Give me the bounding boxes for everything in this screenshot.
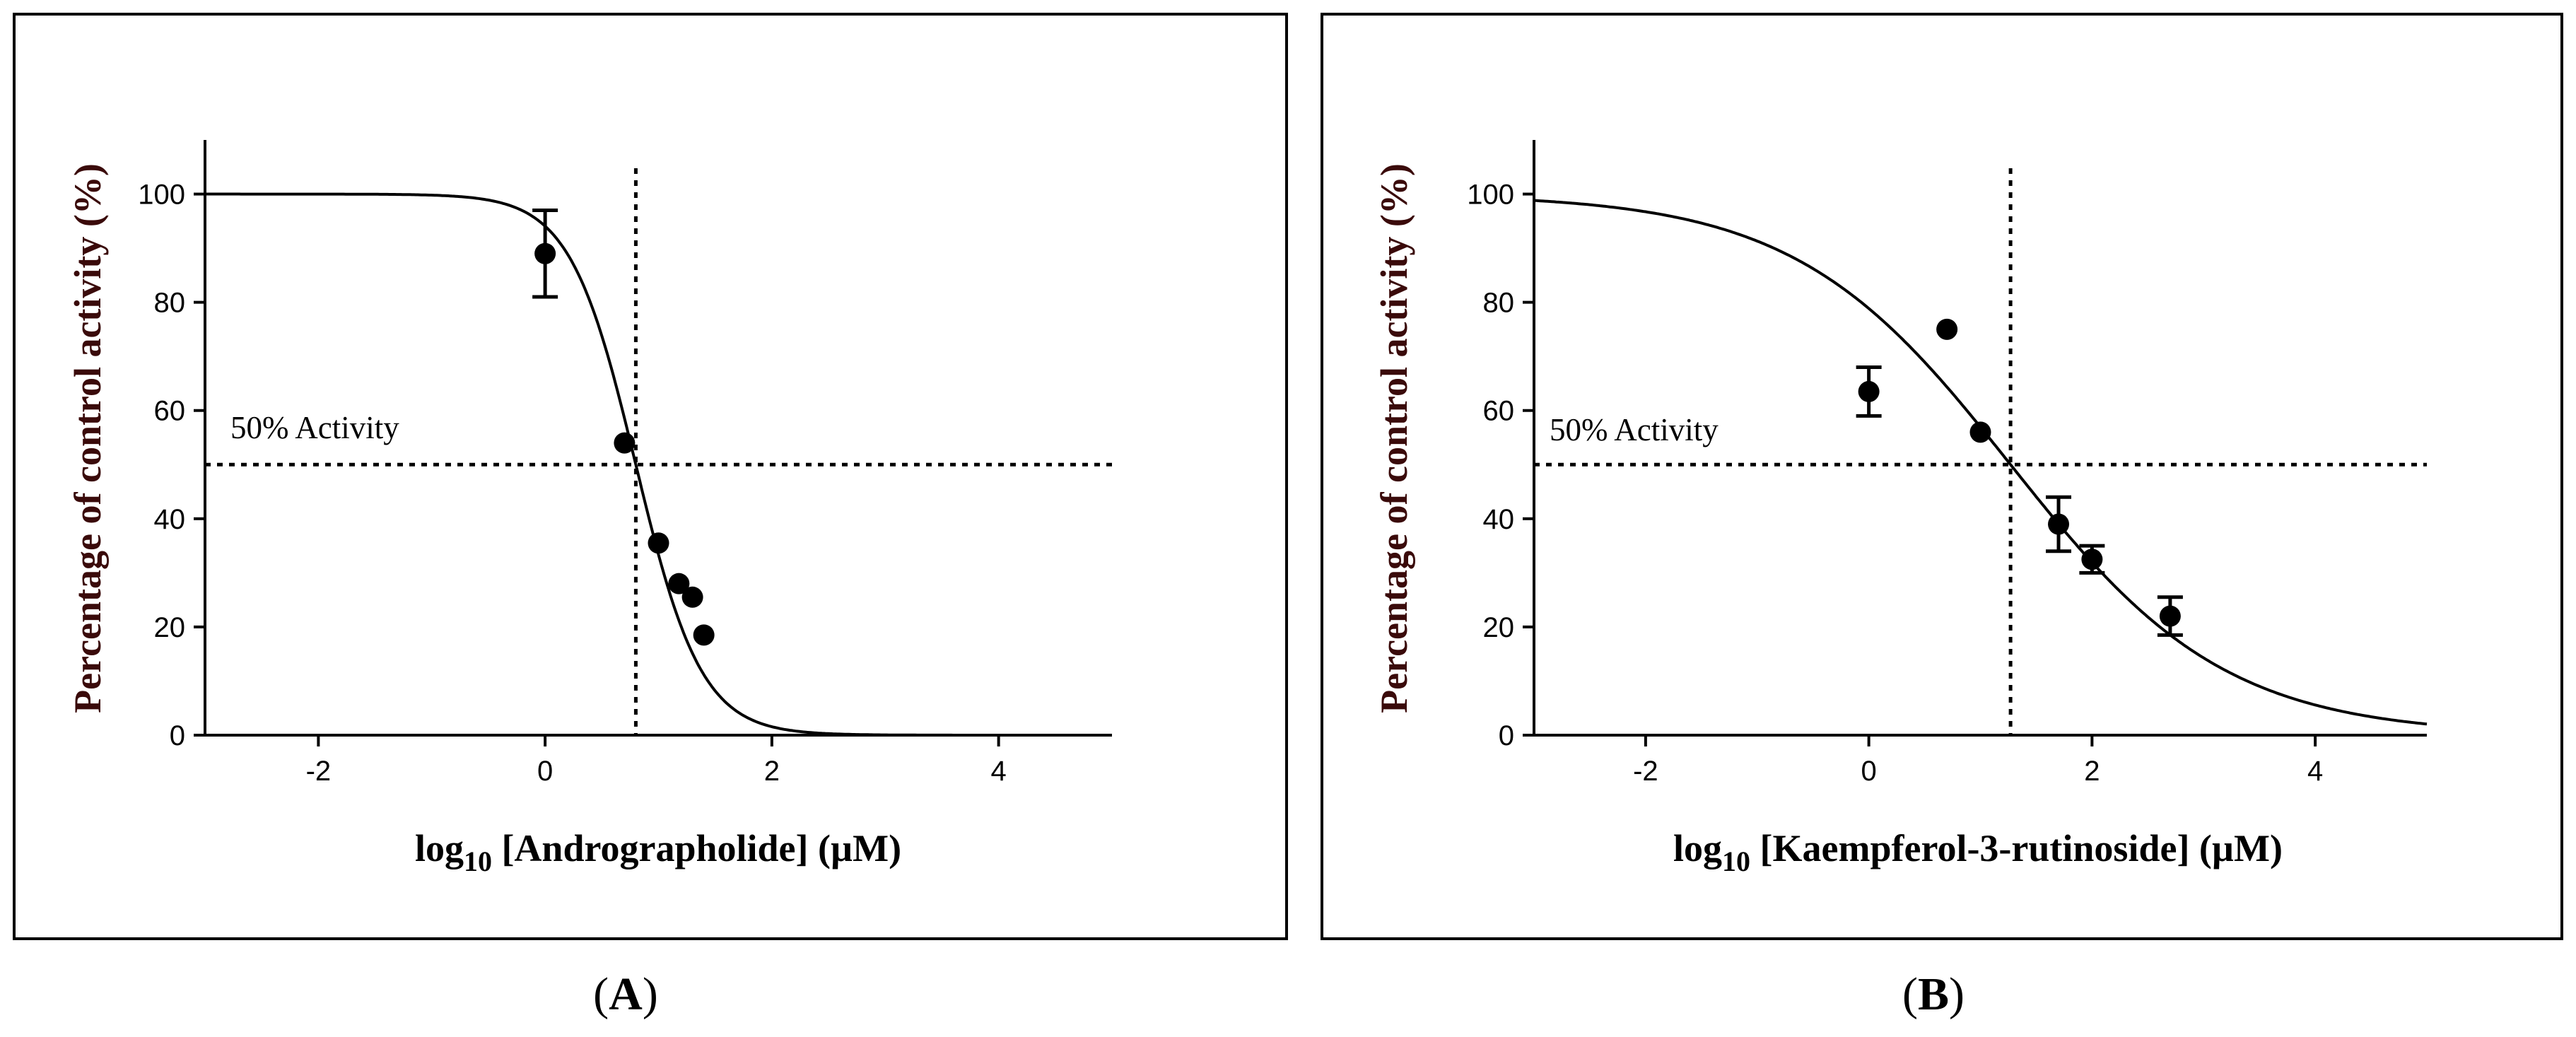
panel-b-x-tick-label: 0 xyxy=(1861,756,1877,787)
panel-b-y-tick-label: 80 xyxy=(1483,288,1515,319)
panel-a-label: (A) xyxy=(593,968,658,1020)
panel-a-y-axis-title: Percentage of control activity (%) xyxy=(66,163,109,713)
panel-a-y-tick-label: 80 xyxy=(154,288,186,319)
panel-b-x-tick-label: 4 xyxy=(2307,756,2323,787)
panel-b-data-point xyxy=(2159,605,2181,627)
panel-b-data-point xyxy=(1969,421,1991,443)
panel-b-y-tick-label: 100 xyxy=(1467,180,1514,211)
panel-b-data-point xyxy=(2048,513,2070,535)
panel-b-y-tick-label: 0 xyxy=(1499,720,1514,751)
panel-b-data-point xyxy=(2081,549,2103,570)
panel-a-data-point xyxy=(648,532,669,554)
panel-a-fit-curve xyxy=(205,192,965,737)
panel-a-data-points xyxy=(532,209,715,646)
panel-b-fit-curve-group xyxy=(1533,199,2428,726)
panel-b-x-axis-title: log10 [Kaempferol-3-rutinoside] (µM) xyxy=(1673,827,2283,877)
panel-b-y-axis-title: Percentage of control activity (%) xyxy=(1373,163,1415,713)
panel-a-data-point xyxy=(668,573,690,594)
panel-b-y-tick-label: 40 xyxy=(1483,504,1515,535)
panel-a-x-tick-label: 2 xyxy=(764,756,780,787)
panel-a-y-tick-label: 20 xyxy=(154,612,186,643)
panel-a-x-tick-label: -2 xyxy=(306,756,332,787)
panel-b-y-tick-label: 20 xyxy=(1483,612,1515,643)
panel-b-data-points xyxy=(1856,318,2183,637)
panel-a-data-point xyxy=(614,432,636,454)
panel-b-data-point xyxy=(1936,318,1958,340)
panel-a-data-point xyxy=(534,242,556,264)
panel-b-label: (B) xyxy=(1902,968,1965,1020)
panel-a-y-tick-label: 0 xyxy=(170,720,185,751)
panel-a-data-point xyxy=(693,624,715,646)
panel-a-x-axis-title: log10 [Andrographolide] (µM) xyxy=(415,827,901,877)
panel-b-frame xyxy=(1321,13,2563,940)
panel-b-annotation: 50% Activity xyxy=(1550,412,1719,447)
panel-a-fit-curve-group xyxy=(205,192,965,737)
panel-b-y-tick-label: 60 xyxy=(1483,396,1515,427)
panel-a-x-tick-label: 0 xyxy=(537,756,553,787)
panel-a-x-tick-label: 4 xyxy=(991,756,1007,787)
panel-b-x-tick-label: -2 xyxy=(1633,756,1658,787)
panel-a-data-point xyxy=(681,586,703,608)
panel-a-annotation: 50% Activity xyxy=(230,410,399,445)
panel-a-y-tick-label: 40 xyxy=(154,504,186,535)
panel-b-x-tick-label: 2 xyxy=(2084,756,2100,787)
panel-a-y-tick-label: 100 xyxy=(138,180,185,211)
panel-a-reference-lines xyxy=(205,168,1112,735)
panel-b-fit-curve xyxy=(1533,199,2428,726)
panel-a-frame xyxy=(13,13,1288,940)
panel-b-reference-lines xyxy=(1534,168,2427,735)
panel-b-data-point xyxy=(1858,380,1880,402)
panel-a-y-tick-label: 60 xyxy=(154,396,186,427)
